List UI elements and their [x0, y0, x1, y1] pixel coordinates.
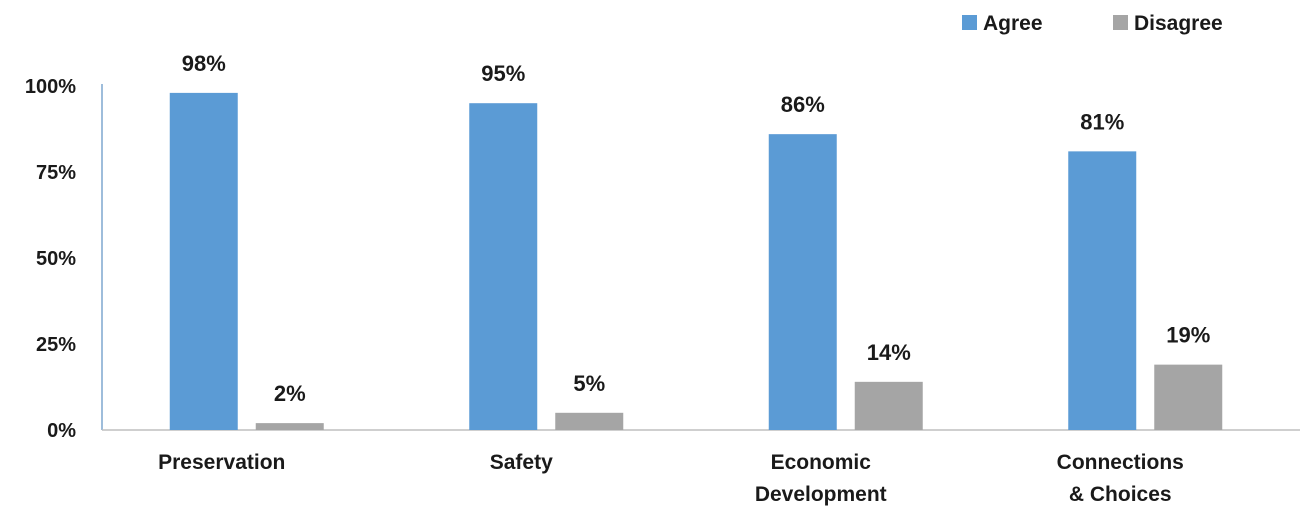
data-label-agree: 98% [182, 51, 226, 76]
bars [169, 92, 1223, 431]
data-label-disagree: 2% [274, 381, 306, 406]
bar-agree [469, 103, 538, 430]
bar-agree [169, 92, 238, 430]
y-tick-label: 50% [36, 248, 76, 270]
y-tick-label: 0% [47, 420, 76, 442]
bar-agree [1068, 151, 1137, 431]
y-tick-label: 75% [36, 162, 76, 184]
data-label-disagree: 5% [573, 371, 605, 396]
bar-disagree [555, 412, 624, 430]
data-label-agree: 86% [781, 92, 825, 117]
data-labels: 98% 2% 95% 5% 86% 14% 81% 19% [182, 51, 1211, 406]
x-tick-label: Economic Development [755, 451, 887, 506]
legend-label-agree: Agree [983, 12, 1043, 35]
bar-disagree [1154, 364, 1223, 430]
data-label-disagree: 19% [1166, 323, 1210, 348]
y-tick-label: 25% [36, 334, 76, 356]
x-tick-label: Connections & Choices [1057, 451, 1184, 506]
data-label-disagree: 14% [867, 340, 911, 365]
y-tick-label: 100% [25, 76, 76, 98]
bar-agree [768, 134, 837, 430]
bar-disagree [854, 381, 923, 430]
legend-label-disagree: Disagree [1134, 12, 1223, 35]
x-tick-label: Preservation [158, 451, 285, 474]
x-tick-label: Safety [490, 451, 553, 474]
data-label-agree: 95% [481, 61, 525, 86]
data-label-agree: 81% [1080, 109, 1124, 134]
axes: 0% 25% 50% 75% 100% Preservation Safety Economi… [25, 76, 1300, 506]
bar-disagree [255, 423, 324, 430]
legend-swatch-agree [962, 15, 977, 30]
legend: Agree Disagree [962, 12, 1223, 35]
legend-swatch-disagree [1113, 15, 1128, 30]
